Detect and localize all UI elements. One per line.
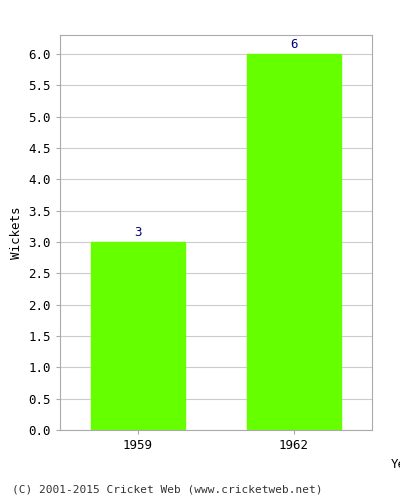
Text: (C) 2001-2015 Cricket Web (www.cricketweb.net): (C) 2001-2015 Cricket Web (www.cricketwe… [12, 485, 322, 495]
Bar [91, 242, 185, 430]
Text: 3: 3 [134, 226, 142, 239]
Y-axis label: Wickets: Wickets [10, 206, 23, 259]
Text: 6: 6 [290, 38, 298, 51]
Text: Year: Year [391, 458, 400, 470]
Bar [247, 54, 341, 430]
